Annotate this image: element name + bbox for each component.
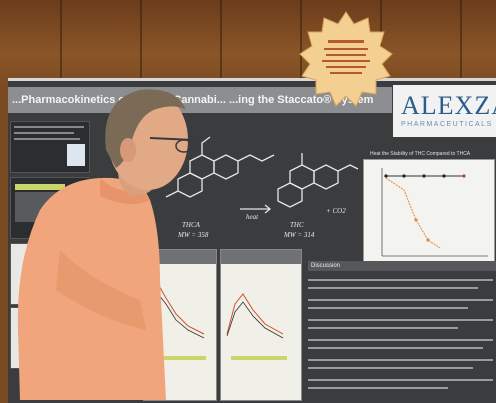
text-line	[308, 287, 478, 289]
award-badge	[299, 11, 393, 107]
plasma-plot-2	[226, 293, 287, 360]
wall-plank	[220, 0, 222, 90]
wooden-wall	[0, 0, 496, 90]
heat-label: heat	[246, 213, 259, 221]
thca-label: THCA	[182, 221, 200, 229]
wall-plank	[460, 0, 462, 90]
company-logo: ALEXZA	[401, 91, 496, 120]
text-line	[308, 319, 493, 321]
text-line	[308, 307, 468, 309]
thca-mw-label: MW = 358	[178, 231, 209, 239]
chart-header	[221, 250, 301, 264]
ear	[120, 138, 136, 162]
wall-plank	[60, 0, 62, 90]
thc-label: THC	[290, 221, 304, 229]
text-line	[14, 126, 84, 128]
co2-label: + CO2	[326, 207, 346, 215]
thc-mw-label: MW = 314	[284, 231, 315, 239]
wall-plank	[140, 0, 142, 90]
text-line	[308, 347, 483, 349]
text-line	[308, 339, 493, 341]
plasma-chart-2	[220, 249, 302, 401]
discussion-header: Discussion	[308, 261, 496, 271]
text-line	[308, 359, 493, 361]
text-line	[308, 367, 473, 369]
text-line	[308, 387, 448, 389]
chart-header	[144, 250, 216, 264]
shirt-fold	[56, 250, 146, 330]
text-line	[308, 279, 493, 281]
stability-plot	[381, 168, 488, 257]
logo-box: ALEXZA PHARMACEUTICALS	[393, 85, 496, 137]
intro-block	[10, 121, 90, 173]
table-header	[15, 184, 65, 190]
text-line	[308, 379, 493, 381]
wall-plank	[380, 0, 382, 90]
stability-chart-title: Heat the Stability of THC Compared to TH…	[370, 151, 471, 157]
wall-plank	[300, 0, 302, 90]
text-line	[308, 327, 458, 329]
stability-chart	[363, 159, 495, 271]
text-line	[308, 299, 493, 301]
text-line	[14, 138, 80, 140]
poster-title: ...Pharmacokinetics of Inhaled Cannabi..…	[8, 87, 392, 113]
glasses-lens	[175, 139, 193, 153]
text-line	[14, 132, 74, 134]
molecule-diagram	[165, 136, 359, 214]
chemical-reaction: THCA MW = 358 heat THC MW = 314 + CO2	[130, 121, 360, 241]
company-logo-sub: PHARMACEUTICALS	[401, 121, 493, 128]
thumbnail-image	[67, 144, 85, 166]
